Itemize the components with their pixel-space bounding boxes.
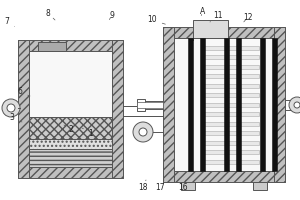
Bar [29,139,112,149]
Text: 10: 10 [147,16,165,24]
Bar [181,182,195,190]
Bar [202,102,259,106]
Bar [123,106,163,116]
Bar [202,121,259,126]
Bar [202,55,259,59]
Bar [137,102,163,108]
Bar [202,46,259,49]
Text: 9: 9 [110,10,114,20]
Bar [193,20,228,38]
Bar [260,38,265,171]
Bar [143,101,163,109]
Text: 6: 6 [18,88,30,97]
Bar [202,131,259,135]
Text: 2: 2 [64,125,74,134]
Bar [285,100,293,110]
Text: 3: 3 [10,114,22,122]
Circle shape [133,122,153,142]
Bar [202,160,259,164]
Bar [224,38,229,171]
Circle shape [7,104,15,112]
Bar [202,112,259,116]
Text: 8: 8 [46,8,55,20]
Bar [253,182,267,190]
Bar [137,99,145,111]
Circle shape [139,128,147,136]
Text: 16: 16 [178,180,188,192]
Text: 17: 17 [155,180,165,192]
Bar [202,74,259,78]
Bar [202,140,259,144]
Text: 12: 12 [243,12,253,22]
Text: 7: 7 [4,18,15,27]
Bar [174,38,274,171]
Bar [200,38,205,171]
Bar [272,38,277,171]
Bar [29,149,112,167]
Bar [18,40,123,51]
Circle shape [2,99,20,117]
Bar [202,64,259,68]
Bar [202,93,259,97]
Bar [274,27,285,182]
Bar [202,84,259,88]
Text: A: A [200,7,206,17]
Text: 18: 18 [138,180,148,192]
Bar [18,167,123,178]
Bar [29,117,112,139]
Bar [202,150,259,154]
Bar [112,40,123,178]
Bar [236,38,241,171]
Bar [163,171,285,182]
Circle shape [294,102,300,108]
Bar [29,51,112,117]
Text: 11: 11 [210,10,223,22]
Bar [163,27,174,182]
Text: 1: 1 [82,128,93,138]
Bar [38,42,66,51]
Circle shape [289,97,300,113]
Bar [18,40,29,178]
Bar [188,38,193,171]
Bar [163,27,285,38]
